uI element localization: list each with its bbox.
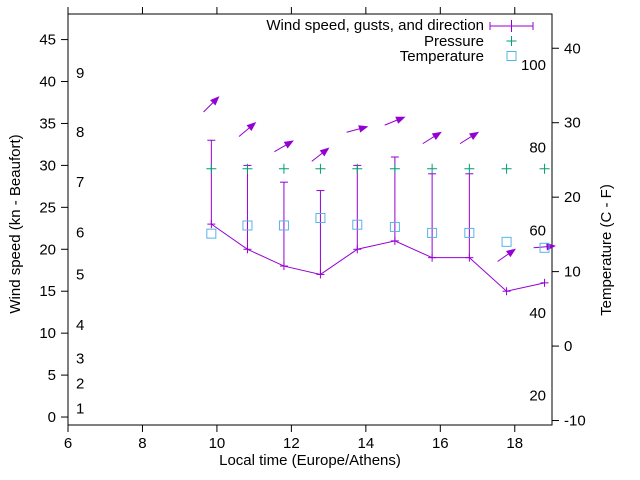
y-tick-label-celsius: 10 bbox=[564, 264, 581, 281]
beaufort-label: 3 bbox=[76, 350, 84, 367]
fahrenheit-label: 100 bbox=[521, 57, 546, 74]
temperature-marker bbox=[464, 227, 475, 238]
gust-bars bbox=[207, 139, 474, 275]
arrow-head-icon bbox=[358, 125, 369, 133]
arrow-head-icon bbox=[319, 147, 330, 157]
y-tick-label-celsius: -10 bbox=[564, 413, 586, 430]
temperature-marker bbox=[501, 236, 512, 247]
beaufort-label: 7 bbox=[76, 174, 84, 191]
y-tick-label-celsius: 40 bbox=[564, 40, 581, 57]
fahrenheit-labels: 20 40 60 80 100 bbox=[521, 57, 546, 405]
y-tick-label-knots: 45 bbox=[39, 32, 56, 49]
fahrenheit-label: 40 bbox=[529, 305, 546, 322]
temperature-marker bbox=[427, 227, 438, 238]
arrow-head-icon bbox=[506, 248, 516, 258]
wind-speed-line bbox=[211, 223, 545, 292]
wind-direction-arrow bbox=[203, 96, 220, 113]
wind-direction-arrow bbox=[384, 116, 406, 126]
beaufort-label: 6 bbox=[76, 225, 84, 242]
y-tick-label-celsius: 20 bbox=[564, 189, 581, 206]
wind-direction-arrow bbox=[346, 125, 369, 133]
beaufort-labels: 1 2 3 4 5 6 7 8 9 bbox=[76, 65, 84, 418]
arrow-head-icon bbox=[246, 122, 257, 132]
arrow-tail bbox=[203, 101, 214, 113]
temperature-series bbox=[206, 213, 550, 253]
legend-label-pressure: Pressure bbox=[424, 33, 484, 50]
wind-direction-arrow bbox=[238, 122, 257, 137]
beaufort-label: 2 bbox=[76, 375, 84, 392]
wind-direction-arrow bbox=[459, 131, 480, 145]
beaufort-label: 9 bbox=[76, 65, 84, 82]
arrow-tail bbox=[384, 119, 398, 126]
beaufort-label: 8 bbox=[76, 124, 84, 141]
temperature-marker bbox=[352, 219, 363, 230]
fahrenheit-label: 80 bbox=[529, 140, 546, 157]
arrow-tail bbox=[459, 135, 473, 145]
temperature-marker bbox=[242, 220, 253, 231]
x-tick-label: 16 bbox=[432, 435, 449, 452]
arrow-tail bbox=[238, 127, 251, 137]
wind-direction-arrow bbox=[274, 140, 294, 153]
y-ticks-temp: -10 0 10 20 30 40 bbox=[552, 40, 586, 430]
arrow-tail bbox=[274, 144, 287, 153]
wind-series bbox=[207, 220, 549, 296]
wind-direction-arrow bbox=[497, 248, 516, 262]
beaufort-label: 4 bbox=[76, 317, 84, 334]
temperature-marker bbox=[315, 213, 326, 224]
arrow-tail bbox=[422, 135, 435, 145]
x-tick-label: 14 bbox=[358, 435, 375, 452]
fahrenheit-label: 20 bbox=[529, 388, 546, 405]
x-tick-label: 8 bbox=[138, 435, 146, 452]
x-ticks: 6 8 10 12 14 16 18 bbox=[64, 7, 523, 452]
arrow-head-icon bbox=[210, 96, 220, 106]
x-tick-label: 10 bbox=[209, 435, 226, 452]
plot-border bbox=[67, 13, 553, 426]
x-tick-label: 12 bbox=[283, 435, 300, 452]
arrow-head-icon bbox=[469, 131, 480, 140]
y-tick-label-knots: 30 bbox=[39, 157, 56, 174]
x-tick-label: 18 bbox=[506, 435, 523, 452]
legend-label-temperature: Temperature bbox=[400, 48, 484, 65]
fahrenheit-label: 60 bbox=[529, 222, 546, 239]
arrow-head-icon bbox=[283, 140, 294, 149]
legend: Wind speed, gusts, and directionPressure… bbox=[266, 17, 534, 65]
y-tick-label-knots: 5 bbox=[48, 367, 56, 384]
x-axis-title: Local time (Europe/Athens) bbox=[219, 452, 401, 469]
temperature-marker bbox=[539, 242, 550, 253]
y-axis-title-wind: Wind speed (kn - Beaufort) bbox=[7, 134, 24, 314]
y-tick-label-knots: 15 bbox=[39, 283, 56, 300]
y-tick-label-knots: 35 bbox=[39, 115, 56, 132]
arrow-tail bbox=[533, 246, 548, 249]
y-tick-label-knots: 40 bbox=[39, 74, 56, 91]
y-axis-title-temperature: Temperature (C - F) bbox=[598, 184, 615, 316]
y-tick-label-knots: 10 bbox=[39, 325, 56, 342]
temperature-marker bbox=[389, 221, 400, 232]
arrow-tail bbox=[311, 152, 324, 162]
legend-label-wind: Wind speed, gusts, and direction bbox=[266, 17, 484, 34]
x-tick-label: 6 bbox=[64, 435, 72, 452]
y-tick-label-celsius: 30 bbox=[564, 115, 581, 132]
legend-temperature-marker bbox=[506, 51, 517, 61]
arrow-tail bbox=[346, 128, 361, 133]
pressure-series bbox=[206, 163, 550, 174]
wind-direction-arrow bbox=[311, 147, 330, 162]
wind-direction-arrow bbox=[422, 131, 442, 145]
y-tick-label-knots: 20 bbox=[39, 241, 56, 258]
temperature-marker bbox=[206, 228, 217, 239]
arrow-head-icon bbox=[431, 131, 442, 140]
beaufort-label: 1 bbox=[76, 401, 84, 418]
wind-direction-arrows bbox=[203, 96, 557, 262]
y-tick-label-celsius: 0 bbox=[564, 338, 572, 355]
y-tick-label-knots: 0 bbox=[48, 409, 56, 426]
temperature-marker bbox=[278, 220, 289, 231]
y-ticks-wind: 0 5 10 15 20 25 30 35 40 45 bbox=[39, 32, 68, 426]
arrow-head-icon bbox=[395, 116, 406, 124]
beaufort-label: 5 bbox=[76, 266, 84, 283]
y-tick-label-knots: 25 bbox=[39, 199, 56, 216]
arrow-tail bbox=[497, 253, 510, 262]
